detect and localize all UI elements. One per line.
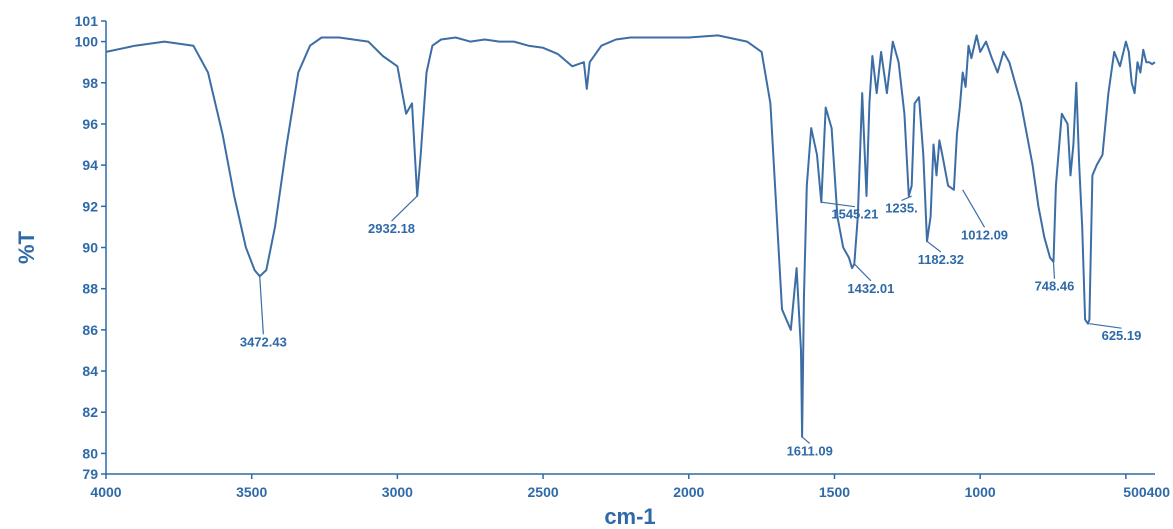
- x-tick-label: 3000: [382, 484, 413, 500]
- x-tick-label: 4000: [90, 484, 121, 500]
- peak-leader-line: [962, 189, 986, 228]
- y-tick-label: 92: [82, 198, 98, 214]
- x-tick-label: 500400: [1123, 484, 1170, 500]
- y-tick-label: 84: [82, 363, 98, 379]
- peak-label: 1012.09: [961, 227, 1008, 242]
- x-tick-label: 2000: [673, 484, 704, 500]
- y-tick-label: 82: [82, 404, 98, 420]
- y-tick-label: 79: [82, 466, 98, 482]
- y-axis-title: %T: [14, 230, 39, 264]
- x-axis-ticks: 4000 3500 3000 2500 2000 1500 1000 500400: [90, 474, 1170, 500]
- peak-leader-line: [1052, 261, 1056, 279]
- x-tick-label: 1000: [965, 484, 996, 500]
- peak-label: 3472.43: [240, 334, 287, 349]
- y-tick-label: 88: [82, 281, 98, 297]
- peak-leader-line: [901, 195, 912, 202]
- peak-label: 1611.09: [787, 443, 833, 458]
- peak-label: 1432.01: [847, 281, 894, 296]
- x-tick-label: 2500: [528, 484, 559, 500]
- y-axis-ticks: 79 80 82 84 86 88 90 92 94 96 98 100 101: [75, 13, 106, 482]
- peak-leader-line: [821, 201, 855, 208]
- peak-label: 748.46: [1035, 279, 1075, 294]
- y-tick-label: 100: [75, 34, 99, 50]
- peak-leader-line: [259, 276, 264, 335]
- peak-label: 1235.: [885, 200, 918, 215]
- peak-label: 2932.18: [368, 221, 415, 236]
- x-tick-label: 3500: [236, 484, 267, 500]
- y-tick-label: 86: [82, 322, 98, 338]
- peak-leader-line: [1089, 323, 1122, 329]
- x-axis-title: cm-1: [604, 504, 655, 529]
- peak-leader-line: [926, 240, 942, 253]
- peak-label: 625.19: [1102, 328, 1142, 343]
- peak-leader-line: [853, 263, 872, 282]
- peak-leader-line: [801, 436, 811, 444]
- y-tick-label: 80: [82, 445, 98, 461]
- peak-leader-line: [391, 195, 418, 222]
- y-tick-label: 98: [82, 75, 98, 91]
- peak-label: 1182.32: [918, 252, 964, 267]
- y-tick-label: 94: [82, 157, 98, 173]
- y-tick-label: 101: [75, 13, 99, 29]
- peak-label: 1545.21: [831, 207, 878, 222]
- x-tick-label: 1500: [819, 484, 850, 500]
- spectrum-series-line: [105, 34, 1156, 438]
- peak-annotations: 3472.43 2932.18 1611.09 1545.21 1432.01 1235.…: [240, 189, 1142, 458]
- y-tick-label: 96: [82, 116, 98, 132]
- y-tick-label: 90: [82, 240, 98, 256]
